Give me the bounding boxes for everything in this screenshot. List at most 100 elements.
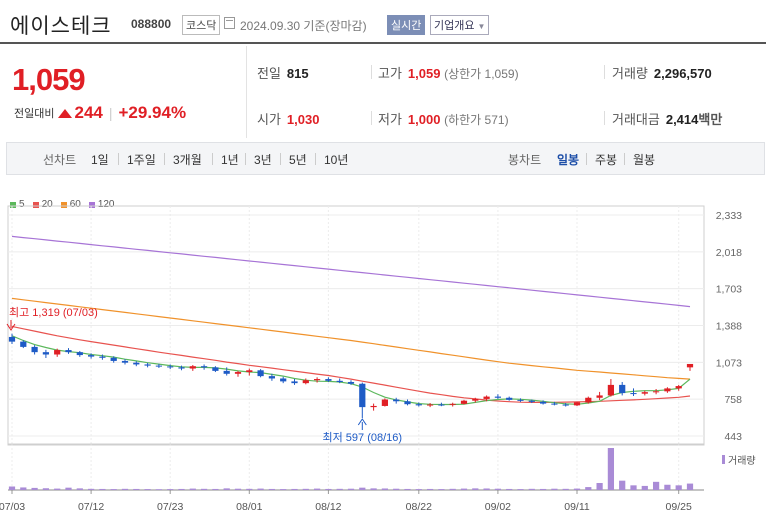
period-1w[interactable]: 1주일 [127, 153, 156, 167]
candle-weekly[interactable]: 주봉 [595, 153, 618, 167]
down-arrow-icon [6, 323, 16, 331]
volume-bar [494, 488, 502, 490]
volume-bar [121, 488, 129, 490]
market-badge: 코스닥 [182, 15, 221, 35]
stat-open: 시가 1,030 [257, 112, 320, 127]
candle [370, 405, 377, 408]
volume-bar [686, 483, 694, 490]
volume-bar [313, 488, 321, 490]
candle [223, 370, 230, 374]
volume-bar [619, 480, 626, 490]
volume-bar [404, 488, 411, 490]
candle [65, 350, 72, 353]
volume-bar [359, 487, 366, 490]
period-5y[interactable]: 5년 [289, 153, 307, 167]
candle [449, 403, 456, 405]
candle [630, 393, 637, 395]
x-tick-label: 08/12 [315, 501, 341, 513]
change-value: 244 [74, 103, 103, 122]
volume-bar [460, 488, 468, 490]
volume-bar [426, 488, 434, 490]
candle-daily[interactable]: 일봉 [557, 153, 580, 167]
candle [585, 397, 592, 403]
y-tick-label: 1,073 [716, 357, 742, 369]
candle [234, 372, 242, 374]
period-1y[interactable]: 1년 [221, 153, 239, 167]
candle [528, 400, 535, 402]
legend-ma20[interactable]: 20 [32, 199, 53, 210]
change-label: 전일대비 [14, 108, 55, 120]
candle [257, 370, 264, 377]
x-tick-label: 08/01 [236, 501, 262, 513]
candle [359, 383, 366, 408]
volume-bar [76, 488, 83, 490]
volume-bar [167, 489, 174, 490]
volume-bar [347, 488, 355, 490]
candle [76, 352, 83, 356]
volume-bar [87, 488, 95, 490]
volume-bar [325, 488, 332, 490]
volume-bar [65, 487, 72, 490]
realtime-button[interactable]: 실시간 [387, 15, 426, 35]
legend-swatch-ma20 [32, 201, 39, 208]
candle [302, 380, 309, 384]
up-arrow-icon [58, 108, 73, 118]
candle [155, 365, 163, 367]
candle [381, 399, 389, 406]
price-summary: 1,059 전일대비 244 | +29.94% [0, 46, 246, 138]
volume-bar [336, 488, 343, 490]
candle [31, 346, 38, 353]
period-1d[interactable]: 1일 [91, 153, 109, 167]
legend-ma5[interactable]: 5 [10, 199, 25, 210]
volume-bar [664, 484, 671, 490]
volume-bar [42, 488, 50, 490]
period-3m[interactable]: 3개월 [173, 153, 202, 167]
stat-low: 저가 1,000 (하한가 571) [378, 112, 509, 127]
legend-ma60[interactable]: 60 [60, 199, 81, 210]
x-tick-label: 07/12 [78, 501, 104, 513]
y-tick-label: 2,333 [716, 210, 742, 222]
candle [494, 396, 502, 398]
volume-bar [189, 488, 196, 490]
volume-bar [110, 489, 117, 490]
legend-ma120[interactable]: 120 [88, 199, 115, 210]
high-annotation: 최고 1,319 (07/03) [9, 306, 98, 319]
period-3y[interactable]: 3년 [254, 153, 272, 167]
volume-bar [200, 488, 208, 490]
candle [686, 363, 694, 368]
volume-bar [31, 487, 38, 490]
company-info-dropdown[interactable]: 기업개요 ▼ [430, 15, 490, 35]
volume-bar [178, 488, 185, 490]
candle-monthly[interactable]: 월봉 [633, 153, 656, 167]
legend-swatch-ma120 [88, 201, 95, 208]
candle [393, 399, 400, 402]
candle [178, 367, 185, 369]
candle [268, 376, 276, 379]
volume-bar [641, 485, 648, 490]
volume-bar [280, 489, 287, 490]
volume-bar [393, 488, 400, 490]
ma-line-ma20 [11, 325, 691, 403]
x-tick-label: 07/03 [0, 501, 25, 513]
candle [460, 400, 468, 404]
candle [675, 386, 682, 389]
volume-label: 거래량 [728, 455, 756, 467]
candle [652, 391, 660, 393]
candle [607, 384, 615, 396]
volume-bar [20, 487, 27, 490]
volume-bar [8, 486, 16, 490]
volume-bar [212, 488, 219, 490]
candle [426, 404, 434, 406]
volume-bar [268, 488, 276, 490]
candle [551, 403, 558, 405]
volume-bar [539, 488, 547, 490]
candle [336, 380, 343, 382]
volume-bar [607, 448, 615, 490]
volume-bar [257, 488, 264, 490]
period-10y[interactable]: 10년 [324, 153, 349, 167]
candle [121, 360, 129, 363]
volume-bar [144, 489, 151, 490]
volume-bar [54, 488, 61, 490]
volume-bar [585, 487, 592, 490]
